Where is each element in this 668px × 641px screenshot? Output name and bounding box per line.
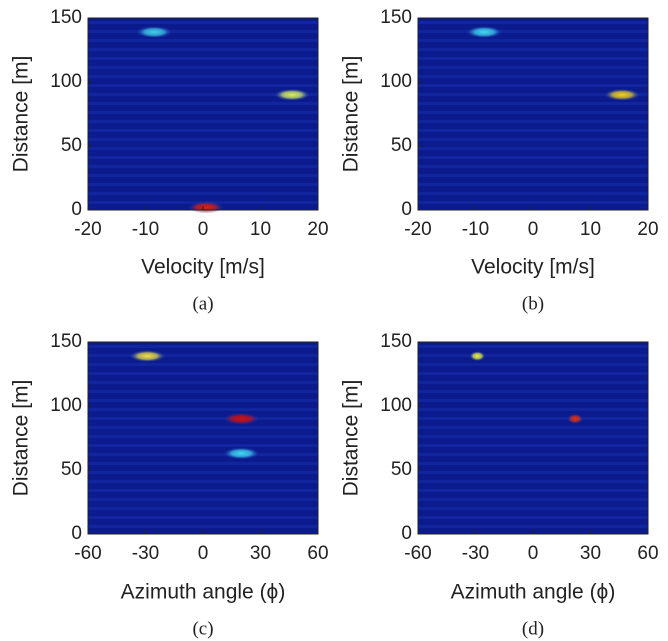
- y-axis-label: Distance [m]: [10, 56, 33, 173]
- panel-caption: (a): [192, 293, 213, 314]
- x-tick-label: -20: [74, 219, 101, 240]
- y-axis-label: Distance [m]: [340, 56, 363, 173]
- panel-caption: (d): [522, 618, 544, 639]
- intensity-peak: [469, 351, 486, 362]
- panel-caption: (c): [192, 618, 213, 639]
- x-tick-label: 20: [307, 219, 328, 240]
- y-tick-label: 100: [380, 395, 412, 416]
- heatmap-background: [88, 342, 318, 534]
- x-tick-label: 10: [580, 219, 601, 240]
- x-tick-label: -10: [462, 219, 489, 240]
- x-tick-label: -30: [132, 543, 159, 564]
- intensity-peak: [187, 201, 224, 214]
- y-tick-label: 0: [71, 199, 82, 220]
- y-tick-label: 50: [391, 135, 412, 156]
- heatmap-background: [418, 18, 648, 210]
- x-tick-label: 30: [580, 543, 601, 564]
- x-axis-label: Velocity [m/s]: [471, 256, 595, 279]
- x-axis-label: Azimuth angle (ϕ): [121, 581, 286, 604]
- x-tick-label: 60: [637, 543, 658, 564]
- x-axis-label: Azimuth angle (ϕ): [451, 581, 616, 604]
- y-tick-label: 50: [61, 459, 82, 480]
- intensity-peak: [466, 26, 503, 39]
- intensity-peak: [223, 447, 260, 460]
- y-tick-label: 0: [401, 523, 412, 544]
- x-tick-label: 0: [528, 219, 539, 240]
- x-tick-label: 10: [250, 219, 271, 240]
- x-tick-label: -10: [132, 219, 159, 240]
- y-tick-label: 150: [50, 7, 82, 28]
- intensity-peak: [604, 88, 641, 101]
- panel-caption: (b): [522, 293, 544, 314]
- y-tick-label: 0: [71, 523, 82, 544]
- intensity-peak: [274, 88, 311, 101]
- y-tick-label: 150: [380, 7, 412, 28]
- intensity-peak: [223, 412, 260, 425]
- y-tick-label: 150: [50, 331, 82, 352]
- x-tick-label: 20: [637, 219, 658, 240]
- intensity-peak: [129, 350, 166, 363]
- x-tick-label: 0: [198, 219, 209, 240]
- x-tick-label: 60: [307, 543, 328, 564]
- x-tick-label: -20: [404, 219, 431, 240]
- x-tick-label: -60: [404, 543, 431, 564]
- heatmap-background: [88, 18, 318, 210]
- y-tick-label: 0: [401, 199, 412, 220]
- x-tick-label: -30: [462, 543, 489, 564]
- intensity-peak: [567, 413, 584, 424]
- y-tick-label: 150: [380, 331, 412, 352]
- y-axis-label: Distance [m]: [340, 380, 363, 497]
- y-axis-label: Distance [m]: [10, 380, 33, 497]
- y-tick-label: 100: [50, 71, 82, 92]
- x-tick-label: 0: [198, 543, 209, 564]
- x-tick-label: -60: [74, 543, 101, 564]
- y-tick-label: 50: [61, 135, 82, 156]
- x-axis-label: Velocity [m/s]: [141, 256, 265, 279]
- y-tick-label: 50: [391, 459, 412, 480]
- x-tick-label: 0: [528, 543, 539, 564]
- y-tick-label: 100: [380, 71, 412, 92]
- intensity-peak: [136, 26, 173, 39]
- x-tick-label: 30: [250, 543, 271, 564]
- heatmap-background: [418, 342, 648, 534]
- y-tick-label: 100: [50, 395, 82, 416]
